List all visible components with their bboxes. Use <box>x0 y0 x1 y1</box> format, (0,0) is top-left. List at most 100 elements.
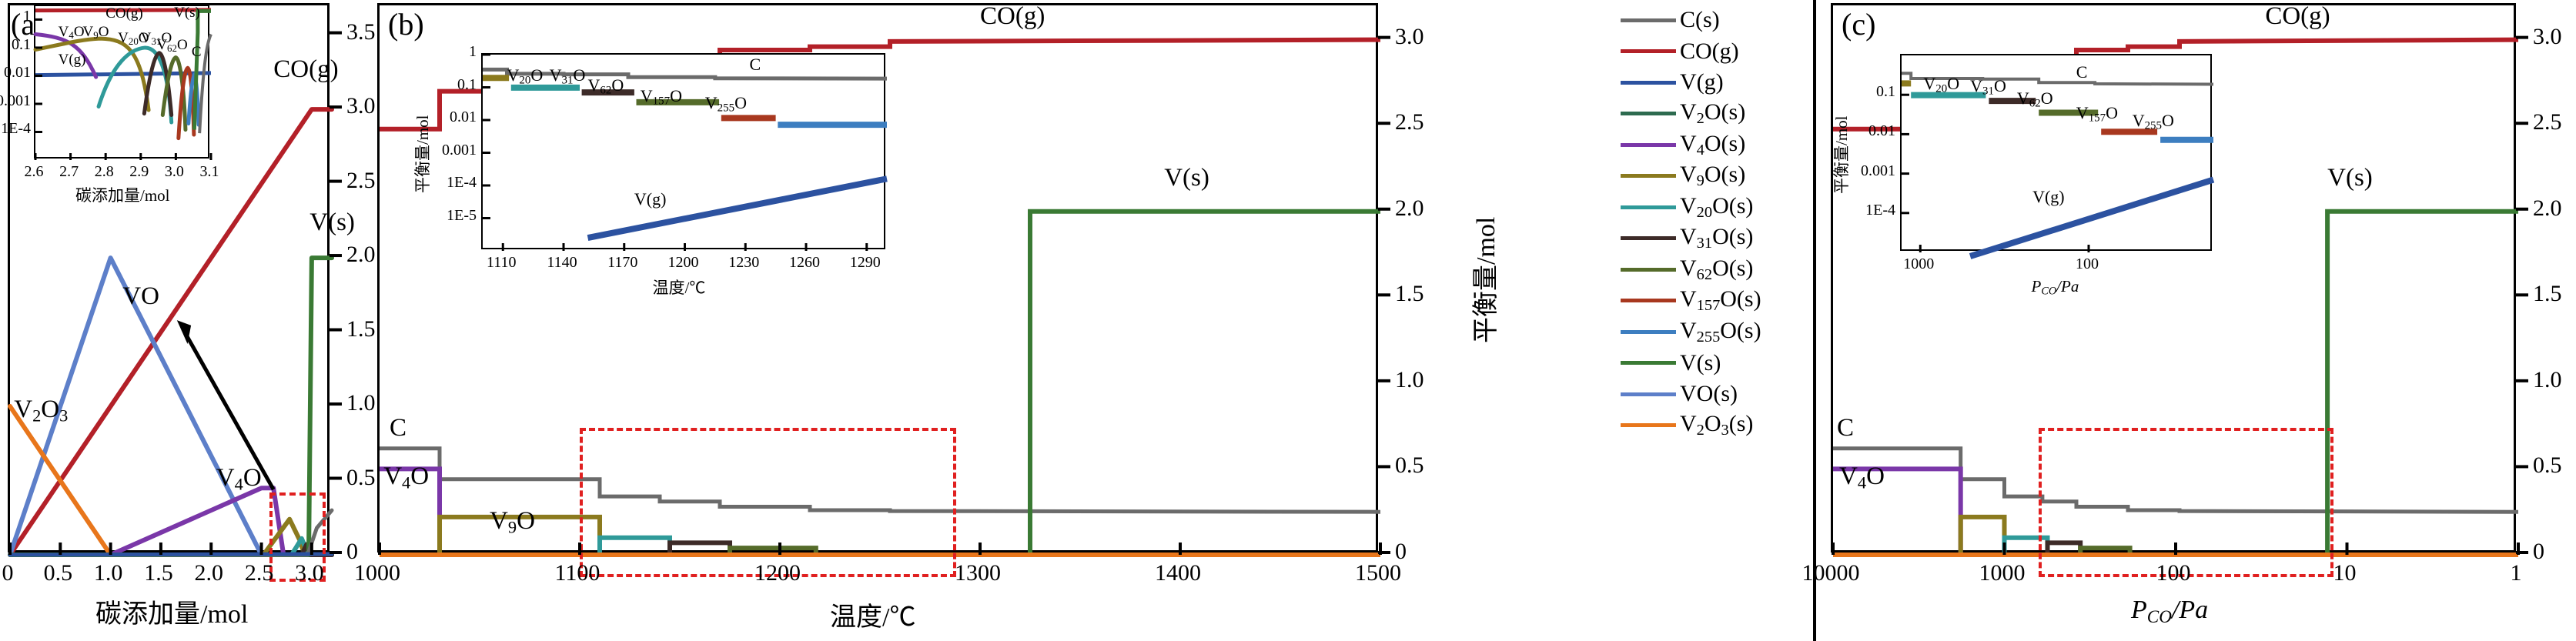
legend-item-V157O[interactable]: V157O(s) <box>1621 285 1761 317</box>
legend-label-V62O: V62O(s) <box>1680 255 1754 283</box>
legend-item-CO[interactable]: CO(g) <box>1621 36 1761 68</box>
panel-a-xtick-2: 1.0 <box>93 560 123 586</box>
panel-a-inset-xtick-3: 2.9 <box>129 163 149 180</box>
panel-b-inset-plot: C V20O V31O V62O V157O V255O V(g) <box>481 53 888 251</box>
panel-b-ytick-3: 1.5 <box>1395 281 1424 307</box>
panel-b-inset-ytick-2: 0.01 <box>450 109 477 125</box>
legend-swatch-V9O <box>1621 174 1676 179</box>
panel-b-yticks <box>1378 35 1390 554</box>
legend-label-V20O: V20O(s) <box>1680 192 1754 221</box>
panel-b-ytick-6: 3.0 <box>1395 23 1424 49</box>
panel-b-inset-xtick-0: 1110 <box>486 254 517 271</box>
panel-c-ytick-5: 2.5 <box>2533 109 2562 135</box>
panel-c-inset-curves <box>1902 72 2215 259</box>
panel-c-xtick-4: 1 <box>2510 560 2522 586</box>
panel-a-yticks <box>330 31 342 554</box>
panel-a-ytick-3: 1.5 <box>346 315 376 342</box>
panel-a-curves <box>8 107 334 557</box>
panel-c-inset-ytick-0: 0.1 <box>1876 83 1895 101</box>
panel-a-inset-plot: CO(g) V4O V9O V20O V31O V62O V(g) V(s) C <box>33 4 212 160</box>
legend-label-VO: VO(s) <box>1680 381 1738 407</box>
inset-series-C <box>1902 72 2214 86</box>
panel-b-inset-ytick-5: 1E-5 <box>447 206 477 224</box>
legend-label-V2O: V2O(s) <box>1680 99 1746 128</box>
legend-swatch-C <box>1621 18 1676 22</box>
legend-item-V255O[interactable]: V255O(s) <box>1621 316 1761 348</box>
panel-a-inset-annotation-3: V20O <box>118 30 149 48</box>
legend-label-Vg: V(g) <box>1680 69 1724 95</box>
panel-c-inset-annotation-1: V20O <box>1923 74 1960 95</box>
panel-b-annotation-3: V4O <box>383 462 430 492</box>
legend-item-Vs[interactable]: V(s) <box>1621 348 1761 379</box>
panel-b-inset-yaxis-title: 平衡量/mol <box>413 114 432 193</box>
legend-item-V31O[interactable]: V31O(s) <box>1621 223 1761 255</box>
panel-b-highlight-box <box>580 427 956 577</box>
panel-a-xaxis-title: 碳添加量/mol <box>95 600 249 629</box>
panel-c-xtick-0: 10000 <box>1802 560 1860 586</box>
panel-a-inset-ytick-4: 1E-4 <box>1 120 31 138</box>
panel-a-xtick-3: 1.5 <box>144 560 173 586</box>
panel-a-xticks <box>8 543 313 555</box>
panel-b-xtick-0: 1000 <box>354 560 400 586</box>
legend-swatch-V255O <box>1621 329 1676 334</box>
legend-swatch-Vg <box>1621 80 1676 85</box>
panel-a-inset-ytick-1: 0.1 <box>12 35 31 53</box>
panel-c-annotation-2: C <box>1836 414 1854 442</box>
inset-series-Vg <box>587 175 888 242</box>
panel-b-inset-annotation-0: C <box>749 55 761 74</box>
panel-c-annotation-0: CO(g) <box>2265 2 2330 30</box>
panel-c-inset-xaxis-title: PCO/Pa <box>2031 277 2079 298</box>
panel-a-annotation-4: V4O <box>216 463 262 494</box>
panel-c-inset-xtick-0: 1000 <box>1903 255 1935 272</box>
panel-b-inset-xtick-2: 1170 <box>607 254 638 271</box>
panel-b-xticks <box>378 543 1382 555</box>
panel-b-inset-annotation-4: V157O <box>640 86 682 108</box>
legend-swatch-V31O <box>1621 236 1676 241</box>
legend-item-V9O[interactable]: V9O(s) <box>1621 161 1761 192</box>
panel-c-inset-ytick-1: 0.01 <box>1868 122 1895 140</box>
legend-swatch-Vs <box>1621 361 1676 366</box>
panel-b-inset-xtick-5: 1260 <box>789 254 820 271</box>
panel-b-inset-xtick-6: 1290 <box>849 254 881 271</box>
legend-item-V2O3[interactable]: V2O3(s) <box>1621 410 1761 442</box>
inset-series-C <box>483 67 888 81</box>
panel-b-inset-xaxis-title: 温度/℃ <box>652 279 706 297</box>
panel-c-inset-annotation-6: V(g) <box>2032 187 2065 207</box>
legend-item-V2O[interactable]: V2O(s) <box>1621 98 1761 130</box>
panel-b-inset-xtick-4: 1230 <box>728 254 760 271</box>
panel-a-highlight-box <box>269 492 326 582</box>
panel-b-inset-ticks <box>483 53 868 251</box>
panel-a-inset-ytick-0: 1 <box>23 8 31 25</box>
panel-c-inset-xtick-1: 100 <box>2076 255 2099 272</box>
panel-c-ytick-4: 2.0 <box>2533 195 2562 221</box>
legend-label-V31O: V31O(s) <box>1680 224 1754 252</box>
legend-item-V4O[interactable]: V4O(s) <box>1621 129 1761 161</box>
panel-a-inset-annotation-6: V(g) <box>58 52 86 68</box>
panel-c-annotation-3: V4O <box>1839 462 1885 492</box>
panel-a-inset-annotation-1: V4O <box>58 23 85 41</box>
panel-b-inset-xtick-1: 1140 <box>547 254 577 271</box>
panel-a-inset-annotation-0: CO(g) <box>105 5 143 22</box>
species-legend: C(s) CO(g) V(g) V2O(s) V4O(s) V9O(s) V20O(s) V3… <box>1621 5 1761 441</box>
panel-b-annotation-0: CO(g) <box>980 2 1045 30</box>
legend-item-V20O[interactable]: V20O(s) <box>1621 192 1761 223</box>
panel-a-inset-annotation-7: V(s) <box>174 4 200 21</box>
legend-item-Vg[interactable]: V(g) <box>1621 67 1761 98</box>
legend-item-V62O[interactable]: V62O(s) <box>1621 254 1761 285</box>
legend-item-C[interactable]: C(s) <box>1621 5 1761 36</box>
panel-a-xtick-0: 0 <box>2 560 14 586</box>
legend-label-V4O: V4O(s) <box>1680 130 1746 159</box>
legend-label-Vs: V(s) <box>1680 349 1721 376</box>
panel-b-inset-ytick-3: 0.001 <box>442 141 477 159</box>
panel-c-xtick-3: 10 <box>2333 560 2357 586</box>
legend-label-V157O: V157O(s) <box>1680 286 1761 315</box>
panel-b-annotation-2: C <box>390 414 407 442</box>
panel-b-xaxis-title: 温度/℃ <box>830 603 916 632</box>
legend-label-V2O3: V2O3(s) <box>1680 411 1754 439</box>
panel-b-ytick-0: 0 <box>1395 539 1407 564</box>
panel-a-inset-ytick-2: 0.01 <box>4 64 31 82</box>
panel-a-inset-annotation-2: V9O <box>82 23 109 41</box>
legend-item-VO[interactable]: VO(s) <box>1621 379 1761 410</box>
series-CO <box>8 107 334 557</box>
legend-swatch-V4O <box>1621 142 1676 147</box>
